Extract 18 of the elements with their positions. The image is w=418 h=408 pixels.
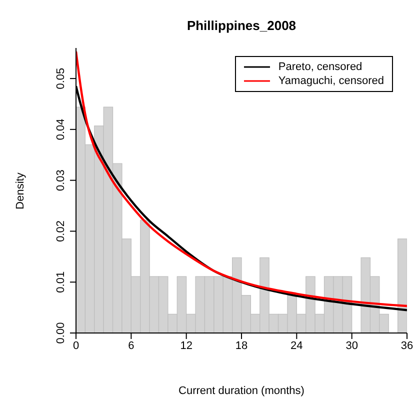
y-tick-label: 0.04 [55, 118, 67, 140]
legend-label: Pareto, censored [278, 60, 362, 74]
x-axis-title: Current duration (months) [178, 385, 306, 397]
legend-label: Yamaguchi, censored [278, 74, 384, 88]
y-tick-label: 0.00 [55, 322, 67, 344]
x-tick-label: 12 [180, 340, 192, 352]
x-tick-label: 30 [346, 340, 358, 352]
x-tick-label: 0 [72, 340, 80, 352]
y-tick-label: 0.03 [55, 170, 67, 192]
y-axis-title: Density [14, 172, 26, 209]
x-tick-label: 6 [128, 340, 134, 352]
x-tick-label: 36 [400, 340, 414, 352]
x-tick-label: 18 [235, 340, 248, 352]
y-tick-label: 0.05 [55, 68, 67, 90]
y-tick-label: 0.02 [55, 220, 67, 242]
x-tick-label: 24 [290, 340, 303, 352]
y-tick-label: 0.01 [55, 271, 67, 293]
chart-title: Phillippines_2008 [186, 18, 298, 33]
